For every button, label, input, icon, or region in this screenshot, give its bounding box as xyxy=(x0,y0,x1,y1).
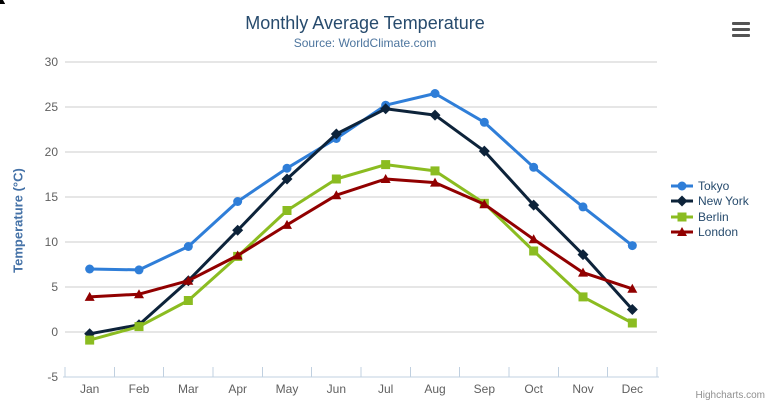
data-point-berlin[interactable] xyxy=(282,206,292,215)
data-point-berlin[interactable] xyxy=(183,296,193,305)
x-axis-label: Jan xyxy=(80,382,99,396)
legend-marker-shape xyxy=(677,212,687,222)
data-point-london[interactable] xyxy=(528,234,539,244)
legend-item-tokyo[interactable]: Tokyo xyxy=(671,178,749,194)
hamburger-icon xyxy=(732,27,750,31)
data-point-london[interactable] xyxy=(282,219,292,229)
legend-item-london[interactable]: London xyxy=(671,225,749,241)
x-axis-label: Nov xyxy=(572,382,593,396)
data-point-berlin[interactable] xyxy=(85,335,95,345)
legend-label: Berlin xyxy=(698,209,729,224)
data-point-berlin[interactable] xyxy=(578,292,588,302)
x-axis-label: May xyxy=(276,382,299,396)
data-point-tokyo[interactable] xyxy=(134,265,144,275)
series-line-london xyxy=(88,177,634,299)
data-point-berlin[interactable] xyxy=(331,174,341,184)
y-axis-label: 10 xyxy=(45,235,59,249)
y-axis-label: 5 xyxy=(51,280,58,294)
data-point-berlin[interactable] xyxy=(627,318,637,328)
data-point-new-york[interactable] xyxy=(281,173,293,185)
data-point-berlin[interactable] xyxy=(134,322,144,332)
x-axis-label: Feb xyxy=(129,382,150,396)
data-point-new-york[interactable] xyxy=(577,249,589,261)
chart-subtitle: Source: WorldClimate.com xyxy=(293,36,437,50)
data-point-new-york[interactable] xyxy=(478,145,490,157)
y-axis-label: 25 xyxy=(45,100,59,114)
data-point-london[interactable] xyxy=(183,275,194,285)
legend: Tokyo New York Berlin London xyxy=(671,178,749,240)
x-axis-label: Jul xyxy=(378,382,393,396)
legend-label: London xyxy=(698,225,739,240)
legend-marker-shape xyxy=(676,195,688,207)
credits-link[interactable]: Highcharts.com xyxy=(695,390,765,401)
chart-title: Monthly Average Temperature xyxy=(245,13,485,33)
x-axis-label: Sep xyxy=(474,382,496,396)
legend-marker-diamond-icon xyxy=(671,195,693,207)
x-axis-label: Aug xyxy=(424,382,445,396)
data-point-tokyo[interactable] xyxy=(479,117,489,127)
data-point-tokyo[interactable] xyxy=(578,202,588,212)
data-point-berlin[interactable] xyxy=(529,246,539,256)
data-point-tokyo[interactable] xyxy=(529,162,539,172)
y-axis-label: 15 xyxy=(45,190,59,204)
data-point-new-york[interactable] xyxy=(429,109,441,121)
x-axis-label: Jun xyxy=(327,382,346,396)
data-point-tokyo[interactable] xyxy=(282,163,292,173)
hamburger-icon xyxy=(732,21,750,25)
data-point-tokyo[interactable] xyxy=(233,197,243,206)
y-axis-label: 30 xyxy=(45,55,59,69)
y-axis-title: Temperature (°C) xyxy=(10,168,26,273)
legend-marker-shape xyxy=(677,181,687,191)
x-axis-label: Mar xyxy=(178,382,199,396)
legend-item-new-york[interactable]: New York xyxy=(671,194,749,210)
data-point-berlin[interactable] xyxy=(430,166,440,176)
legend-marker-circle-icon xyxy=(671,181,693,191)
data-point-london[interactable] xyxy=(380,174,391,183)
data-point-tokyo[interactable] xyxy=(85,264,95,274)
x-axis-label: Apr xyxy=(228,382,247,396)
data-point-new-york[interactable] xyxy=(232,224,244,236)
export-menu-button[interactable] xyxy=(729,18,753,40)
data-point-tokyo[interactable] xyxy=(627,241,637,251)
data-point-london[interactable] xyxy=(627,283,638,293)
data-point-new-york[interactable] xyxy=(528,199,540,211)
data-point-london[interactable] xyxy=(134,289,144,299)
hamburger-icon xyxy=(732,33,750,37)
data-point-london[interactable] xyxy=(479,199,490,209)
legend-marker-shape xyxy=(677,227,687,237)
x-axis-label: Oct xyxy=(524,382,543,396)
legend-marker-square-icon xyxy=(671,212,693,222)
legend-label: Tokyo xyxy=(698,178,730,193)
legend-marker-triangle-icon xyxy=(671,227,693,237)
y-axis-label: 0 xyxy=(51,325,58,339)
data-point-berlin[interactable] xyxy=(381,160,391,170)
legend-item-berlin[interactable]: Berlin xyxy=(671,209,749,225)
y-axis-label: -5 xyxy=(47,370,58,384)
data-point-new-york[interactable] xyxy=(626,304,638,315)
data-point-london[interactable] xyxy=(84,291,95,301)
data-point-london[interactable] xyxy=(331,190,342,200)
data-point-london[interactable] xyxy=(578,267,588,277)
data-point-tokyo[interactable] xyxy=(183,242,193,251)
series-line-new-york xyxy=(88,107,634,336)
data-point-london[interactable] xyxy=(430,177,440,187)
data-point-london[interactable] xyxy=(232,250,243,260)
data-point-new-york[interactable] xyxy=(330,128,342,140)
series-line-berlin xyxy=(88,163,634,342)
x-axis-label: Dec xyxy=(622,382,643,396)
data-point-tokyo[interactable] xyxy=(430,89,440,98)
data-point-new-york[interactable] xyxy=(380,103,392,115)
legend-label: New York xyxy=(698,194,749,209)
y-axis-label: 20 xyxy=(45,145,59,159)
